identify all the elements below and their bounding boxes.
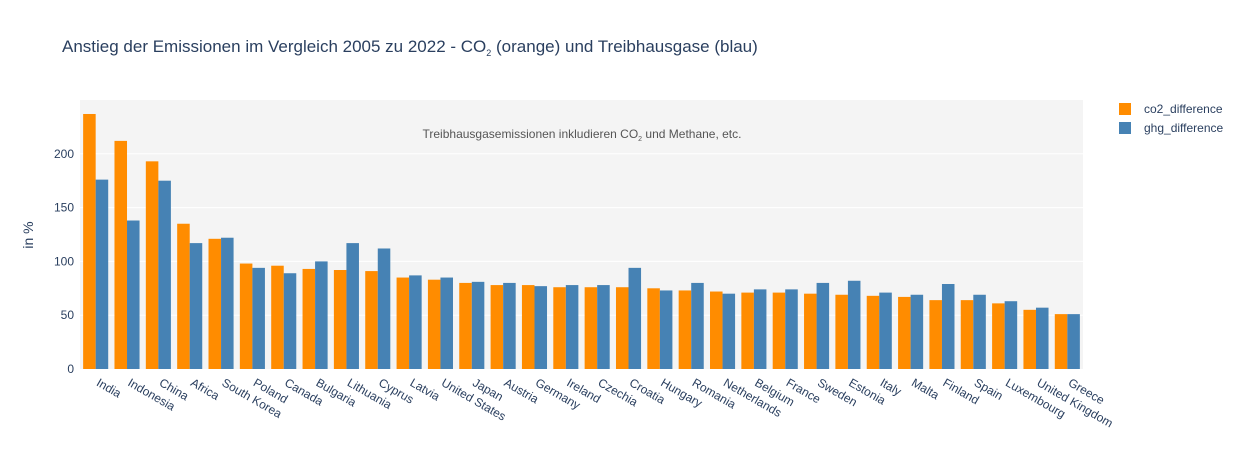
bar-ghg_difference[interactable] bbox=[221, 237, 234, 369]
bar-co2_difference[interactable] bbox=[1054, 314, 1068, 369]
bar-ghg_difference[interactable] bbox=[440, 277, 453, 369]
bar-ghg_difference[interactable] bbox=[471, 281, 485, 369]
bar-co2_difference[interactable] bbox=[866, 295, 880, 369]
bar-co2_difference[interactable] bbox=[929, 300, 942, 369]
y-axis-ticks: 0 50 100 150 200 bbox=[54, 147, 74, 376]
chart-title: Anstieg der Emissionen im Vergleich 2005… bbox=[62, 37, 758, 58]
bar-ghg_difference[interactable] bbox=[659, 290, 673, 369]
legend[interactable]: co2_difference ghg_difference bbox=[1119, 102, 1224, 135]
x-tick-label: Africa bbox=[188, 375, 222, 403]
bar-ghg_difference[interactable] bbox=[1067, 314, 1080, 369]
bar-ghg_difference[interactable] bbox=[597, 285, 610, 369]
bar-ghg_difference[interactable] bbox=[409, 275, 422, 369]
bar-co2_difference[interactable] bbox=[490, 285, 504, 369]
bar-ghg_difference[interactable] bbox=[910, 294, 924, 369]
bar-ghg_difference[interactable] bbox=[158, 180, 171, 369]
bar-co2_difference[interactable] bbox=[584, 287, 598, 369]
y-tick-label: 200 bbox=[54, 147, 74, 161]
bar-ghg_difference[interactable] bbox=[377, 248, 391, 369]
bar-ghg_difference[interactable] bbox=[1035, 307, 1049, 369]
bars bbox=[83, 113, 1080, 369]
bar-co2_difference[interactable] bbox=[741, 292, 754, 369]
bar-co2_difference[interactable] bbox=[1023, 309, 1036, 369]
bar-co2_difference[interactable] bbox=[772, 292, 786, 369]
bar-ghg_difference[interactable] bbox=[534, 286, 548, 369]
bar-ghg_difference[interactable] bbox=[941, 283, 955, 369]
legend-label[interactable]: ghg_difference bbox=[1144, 121, 1224, 135]
x-tick-label: India bbox=[94, 375, 124, 400]
y-tick-label: 150 bbox=[54, 201, 74, 215]
bar-ghg_difference[interactable] bbox=[879, 292, 892, 369]
legend-swatch[interactable] bbox=[1119, 103, 1131, 115]
bar-co2_difference[interactable] bbox=[804, 293, 817, 369]
bar-co2_difference[interactable] bbox=[960, 300, 974, 369]
bar-co2_difference[interactable] bbox=[177, 223, 190, 369]
bar-ghg_difference[interactable] bbox=[973, 294, 986, 369]
bar-co2_difference[interactable] bbox=[114, 140, 128, 369]
bar-ghg_difference[interactable] bbox=[283, 273, 297, 369]
bar-ghg_difference[interactable] bbox=[691, 282, 704, 369]
legend-swatch[interactable] bbox=[1119, 122, 1131, 134]
bar-co2_difference[interactable] bbox=[333, 270, 347, 369]
bar-ghg_difference[interactable] bbox=[503, 282, 516, 369]
bar-co2_difference[interactable] bbox=[83, 113, 96, 369]
bar-ghg_difference[interactable] bbox=[816, 282, 830, 369]
bar-ghg_difference[interactable] bbox=[315, 261, 328, 369]
bar-ghg_difference[interactable] bbox=[722, 293, 736, 369]
y-tick-label: 0 bbox=[67, 362, 74, 376]
legend-label[interactable]: co2_difference bbox=[1144, 102, 1223, 116]
bar-co2_difference[interactable] bbox=[898, 296, 911, 369]
y-axis-label: in % bbox=[20, 221, 36, 248]
x-tick-label: Malta bbox=[909, 375, 942, 402]
bar-co2_difference[interactable] bbox=[521, 285, 535, 369]
y-tick-label: 50 bbox=[61, 308, 75, 322]
bar-co2_difference[interactable] bbox=[835, 294, 848, 369]
bar-ghg_difference[interactable] bbox=[127, 220, 140, 369]
bar-co2_difference[interactable] bbox=[365, 271, 378, 369]
bar-ghg_difference[interactable] bbox=[628, 267, 642, 369]
bar-ghg_difference[interactable] bbox=[785, 289, 798, 369]
bar-co2_difference[interactable] bbox=[992, 303, 1005, 369]
bar-co2_difference[interactable] bbox=[459, 282, 472, 369]
chart-annotation: Treibhausgasemissionen inkludieren CO2 u… bbox=[423, 127, 742, 143]
bar-co2_difference[interactable] bbox=[678, 290, 692, 369]
bar-ghg_difference[interactable] bbox=[95, 179, 109, 369]
bar-co2_difference[interactable] bbox=[396, 277, 410, 369]
bar-co2_difference[interactable] bbox=[647, 288, 660, 369]
y-tick-label: 100 bbox=[54, 254, 74, 268]
bar-ghg_difference[interactable] bbox=[189, 243, 203, 369]
bar-ghg_difference[interactable] bbox=[565, 285, 579, 369]
bar-co2_difference[interactable] bbox=[271, 265, 284, 369]
bar-co2_difference[interactable] bbox=[145, 161, 159, 369]
bar-co2_difference[interactable] bbox=[710, 291, 723, 369]
bar-co2_difference[interactable] bbox=[553, 287, 566, 369]
bar-ghg_difference[interactable] bbox=[1004, 301, 1018, 369]
bar-co2_difference[interactable] bbox=[239, 263, 253, 369]
bar-ghg_difference[interactable] bbox=[346, 243, 359, 369]
bar-ghg_difference[interactable] bbox=[252, 267, 265, 369]
bar-co2_difference[interactable] bbox=[615, 287, 629, 369]
bar-co2_difference[interactable] bbox=[427, 279, 441, 369]
x-tick-label: Austria bbox=[502, 375, 542, 406]
bar-co2_difference[interactable] bbox=[208, 238, 222, 369]
bar-ghg_difference[interactable] bbox=[847, 280, 861, 369]
bar-co2_difference[interactable] bbox=[302, 268, 316, 369]
bar-ghg_difference[interactable] bbox=[753, 289, 767, 369]
